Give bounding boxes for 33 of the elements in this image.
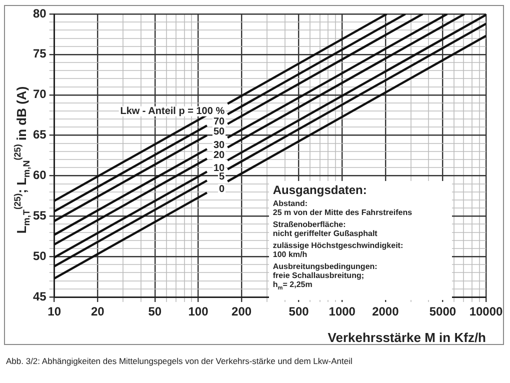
x-tick-label: 10000 <box>469 304 504 319</box>
x-tick-label: 500 <box>288 304 310 319</box>
y-tick-label: 65 <box>32 128 47 142</box>
series-label: 30 <box>213 140 226 152</box>
series-label: 70 <box>213 116 226 128</box>
y-tick-label: 45 <box>32 289 47 304</box>
series-label: 0 <box>219 184 226 195</box>
y-tick-label: 70 <box>32 87 47 102</box>
annotation: Straßenoberfläche: nicht geriffelter Gußasphalt <box>272 220 378 238</box>
annotation: Ausbreitungsbedingungen: freie Schallausbreitung; h$_{m}$= 2,25m <box>272 262 378 294</box>
series-label: 5 <box>219 172 226 183</box>
y-tick-label: 60 <box>32 168 47 182</box>
y-tick-label: 75 <box>32 46 47 61</box>
y-tick-label: 50 <box>32 248 47 263</box>
x-axis-title: Verkehrsstärke M in Kfz/h <box>328 330 486 345</box>
series-label: 50 <box>213 126 226 138</box>
series-label: Lkw - Anteil p = 100 % <box>120 106 225 118</box>
x-tick-label: 1000 <box>328 304 356 319</box>
caption: Abb. 3/2: Abhängigkeiten des Mittelungspegels von der Verkehrs-stärke und dem Lkw-Anteil <box>6 356 352 366</box>
annotation: Abstand: 25 m von der Mitte des Fahrstreifens <box>272 199 414 218</box>
x-tick-label: 200 <box>232 304 252 319</box>
x-tick-label: 100 <box>188 304 209 319</box>
annotation: Ausgangsdaten: <box>272 183 368 198</box>
x-tick-label: 2000 <box>372 304 400 319</box>
x-tick-label: 10 <box>48 304 62 319</box>
x-tick-label: 20 <box>90 304 105 319</box>
x-tick-label: 5000 <box>429 304 456 319</box>
y-tick-label: 55 <box>32 208 47 222</box>
annotation: zulässige Höchstgeschwindigkeit: 100 km/h <box>272 241 404 260</box>
y-tick-label: 80 <box>32 6 47 20</box>
series-label: 10 <box>213 162 226 174</box>
x-tick-label: 50 <box>148 304 162 319</box>
series-label: 20 <box>213 150 226 161</box>
